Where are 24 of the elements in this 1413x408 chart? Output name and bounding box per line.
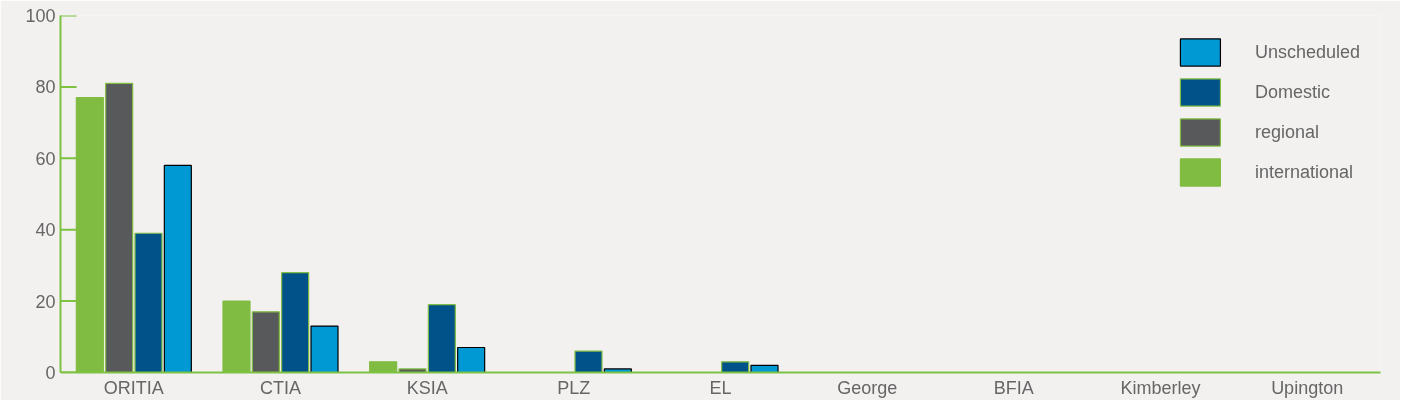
y-tick-label: 20: [35, 291, 56, 312]
x-tick-label: BFIA: [993, 377, 1034, 398]
bar: [310, 325, 339, 373]
legend-label: Domestic: [1254, 81, 1330, 103]
legend-label: regional: [1254, 121, 1319, 143]
y-tick-label: 40: [35, 220, 56, 241]
y-tick-label: 0: [45, 363, 56, 383]
y-tick-label: 100: [25, 6, 56, 26]
x-tick-label: EL: [709, 377, 732, 398]
x-tick-label: PLZ: [557, 377, 591, 398]
x-tick-label: Kimberley: [1120, 377, 1201, 398]
legend-label: Unscheduled: [1254, 41, 1360, 63]
x-tick-label: CTIA: [260, 377, 302, 398]
x-tick-label: George: [837, 377, 898, 398]
y-tick-label: 60: [35, 148, 56, 169]
x-tick-label: KSIA: [406, 377, 448, 398]
x-tick-label: ORITIA: [103, 377, 164, 398]
bar: [457, 346, 486, 373]
bar: [750, 364, 779, 373]
bar: [163, 164, 192, 373]
bar: [603, 368, 632, 373]
legend-label: international: [1254, 161, 1353, 183]
y-tick-label: 80: [35, 77, 56, 98]
x-tick-label: Upington: [1271, 377, 1344, 398]
